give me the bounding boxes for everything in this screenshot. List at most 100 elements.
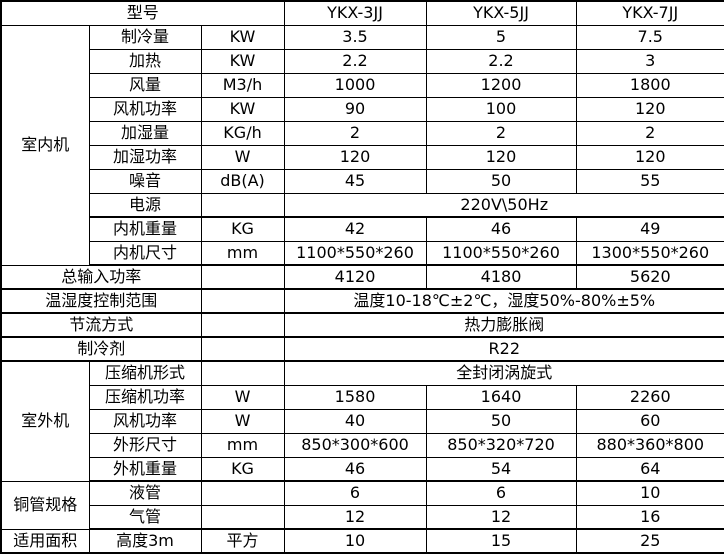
param-cell-wide: 节流方式 <box>0 312 202 338</box>
value-cell: 50 <box>425 168 577 194</box>
value-cell: 850*320*720 <box>425 432 577 458</box>
value-cell: 46 <box>283 456 427 482</box>
table-row: 内机重量 KG 42 46 49 <box>1 216 724 242</box>
table-row: 加湿量 KG/h 2 2 2 <box>1 120 724 146</box>
value-cell: 5620 <box>575 264 724 290</box>
unit-cell: KG <box>200 456 285 482</box>
value-cell: 4120 <box>283 264 427 290</box>
merged-value-cell: 热力膨胀阀 <box>283 312 724 338</box>
value-cell: 2260 <box>575 384 724 410</box>
unit-cell-empty <box>200 504 285 530</box>
param-cell: 高度3m <box>88 528 202 554</box>
model-name-cell-2: YKX-5JJ <box>425 0 577 26</box>
value-cell: 1580 <box>283 384 427 410</box>
model-label-cell: 型号 <box>0 0 285 26</box>
group-cell-pipe: 铜管规格 <box>0 480 90 530</box>
value-cell: 2.2 <box>283 48 427 74</box>
param-cell: 风机功率 <box>88 96 202 122</box>
value-cell: 880*360*800 <box>575 432 724 458</box>
table-row: 加热 KW 2.2 2.2 3 <box>1 48 724 74</box>
unit-cell: KW <box>200 48 285 74</box>
value-cell: 1640 <box>425 384 577 410</box>
unit-cell-empty <box>200 360 285 386</box>
value-cell: 6 <box>425 480 577 506</box>
merged-value-cell: 全封闭涡旋式 <box>283 360 724 386</box>
unit-cell: W <box>200 408 285 434</box>
value-cell: 50 <box>425 408 577 434</box>
unit-cell-empty <box>200 192 285 218</box>
unit-cell: KW <box>200 24 285 50</box>
value-cell: 120 <box>575 96 724 122</box>
group-cell-indoor: 室内机 <box>0 24 90 266</box>
value-cell: 1100*550*260 <box>283 240 427 266</box>
value-cell: 40 <box>283 408 427 434</box>
unit-cell: W <box>200 384 285 410</box>
param-cell: 噪音 <box>88 168 202 194</box>
table-row: 铜管规格 液管 6 6 10 <box>0 480 724 530</box>
value-cell: 3 <box>575 48 724 74</box>
table-row: 温湿度控制范围 温度10-18℃±2℃，湿度50%-80%±5% <box>0 288 724 314</box>
value-cell: 42 <box>283 216 427 242</box>
value-cell: 25 <box>575 528 724 554</box>
model-name-cell-3: YKX-7JJ <box>575 0 724 26</box>
param-cell: 内机尺寸 <box>88 240 202 266</box>
group-cell-outdoor: 室外机 <box>0 360 90 482</box>
param-cell: 风机功率 <box>88 408 202 434</box>
value-cell: 46 <box>425 216 577 242</box>
value-cell: 6 <box>283 480 427 506</box>
value-cell: 2 <box>425 120 577 146</box>
param-cell-wide: 总输入功率 <box>0 264 202 290</box>
value-cell: 120 <box>425 144 577 170</box>
table-row: 风机功率 W 40 50 60 <box>1 408 724 434</box>
unit-cell: KW <box>200 96 285 122</box>
unit-cell: W <box>200 144 285 170</box>
value-cell: 1800 <box>575 72 724 98</box>
table-row: 加湿功率 W 120 120 120 <box>1 144 724 170</box>
value-cell: 10 <box>283 528 427 554</box>
unit-cell-empty <box>200 480 285 506</box>
value-cell: 5 <box>425 24 577 50</box>
param-cell: 压缩机功率 <box>88 384 202 410</box>
param-cell: 加湿功率 <box>88 144 202 170</box>
unit-cell: dB(A) <box>200 168 285 194</box>
table-row: 适用面积 高度3m 平方 10 15 25 <box>0 528 724 554</box>
value-cell: 1100*550*260 <box>425 240 577 266</box>
param-cell: 加热 <box>88 48 202 74</box>
unit-cell-empty <box>200 288 285 314</box>
param-cell: 气管 <box>88 504 202 530</box>
unit-cell: KG/h <box>200 120 285 146</box>
value-cell: 1000 <box>283 72 427 98</box>
table-row: 电源 220V\50Hz <box>1 192 724 218</box>
table-row: 风量 M3/h 1000 1200 1800 <box>1 72 724 98</box>
table-row: 噪音 dB(A) 45 50 55 <box>1 168 724 194</box>
unit-cell: 平方 <box>200 528 285 554</box>
value-cell: 100 <box>425 96 577 122</box>
value-cell: 850*300*600 <box>283 432 427 458</box>
value-cell: 2 <box>575 120 724 146</box>
merged-value-cell: 温度10-18℃±2℃，湿度50%-80%±5% <box>283 288 724 314</box>
value-cell: 49 <box>575 216 724 242</box>
table-row: 室外机 压缩机形式 全封闭涡旋式 <box>0 360 724 482</box>
param-cell: 压缩机形式 <box>88 360 202 386</box>
value-cell: 12 <box>283 504 427 530</box>
unit-cell: mm <box>200 432 285 458</box>
value-cell: 1300*550*260 <box>575 240 724 266</box>
value-cell: 7.5 <box>575 24 724 50</box>
value-cell: 120 <box>575 144 724 170</box>
model-name-cell-1: YKX-3JJ <box>283 0 427 26</box>
param-cell: 液管 <box>88 480 202 506</box>
value-cell: 15 <box>425 528 577 554</box>
value-cell: 16 <box>575 504 724 530</box>
value-cell: 4180 <box>425 264 577 290</box>
unit-cell: mm <box>200 240 285 266</box>
unit-cell-empty <box>200 336 285 362</box>
value-cell: 55 <box>575 168 724 194</box>
value-cell: 1200 <box>425 72 577 98</box>
table-row: 制冷剂 R22 <box>0 336 724 362</box>
value-cell: 60 <box>575 408 724 434</box>
param-cell: 外形尺寸 <box>88 432 202 458</box>
table-row: 风机功率 KW 90 100 120 <box>1 96 724 122</box>
value-cell: 12 <box>425 504 577 530</box>
table-row: 外机重量 KG 46 54 64 <box>1 456 724 482</box>
